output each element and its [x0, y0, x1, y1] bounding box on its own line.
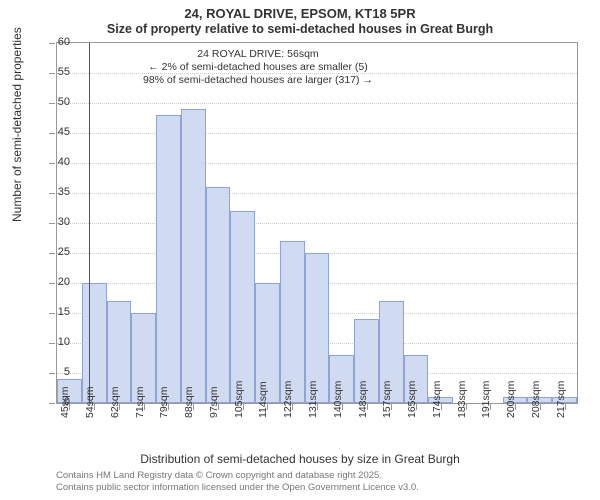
footer-attribution: Contains HM Land Registry data © Crown c… — [56, 470, 419, 494]
y-tick-label: 5 — [48, 366, 70, 378]
y-tick-label: 25 — [48, 246, 70, 258]
y-tick-label: 40 — [48, 156, 70, 168]
x-axis-title: Distribution of semi-detached houses by … — [0, 452, 600, 466]
y-tick-label: 60 — [48, 36, 70, 48]
y-tick-label: 30 — [48, 216, 70, 228]
grid-line — [57, 223, 577, 224]
histogram-bar — [280, 241, 305, 403]
chart-container: 24, ROYAL DRIVE, EPSOM, KT18 5PR Size of… — [0, 0, 600, 500]
histogram-bar — [156, 115, 181, 403]
histogram-bar — [206, 187, 231, 403]
y-tick-label: 50 — [48, 96, 70, 108]
histogram-bar — [181, 109, 206, 403]
chart-title-sub: Size of property relative to semi-detach… — [0, 21, 600, 36]
grid-line — [57, 133, 577, 134]
plot-area: 24 ROYAL DRIVE: 56sqm ← 2% of semi-detac… — [56, 42, 578, 404]
y-tick-label: 35 — [48, 186, 70, 198]
annotation-line-3: 98% of semi-detached houses are larger (… — [143, 74, 373, 87]
grid-line — [57, 73, 577, 74]
grid-line — [57, 193, 577, 194]
reference-line — [89, 43, 90, 403]
grid-line — [57, 163, 577, 164]
chart-title-main: 24, ROYAL DRIVE, EPSOM, KT18 5PR — [0, 0, 600, 21]
y-tick-label: 20 — [48, 276, 70, 288]
grid-line — [57, 103, 577, 104]
footer-line-2: Contains public sector information licen… — [56, 482, 419, 494]
histogram-bar — [82, 283, 107, 403]
y-tick-label: 15 — [48, 306, 70, 318]
y-tick-label: 10 — [48, 336, 70, 348]
y-axis-title: Number of semi-detached properties — [10, 27, 24, 222]
footer-line-1: Contains HM Land Registry data © Crown c… — [56, 470, 419, 482]
histogram-bar — [230, 211, 255, 403]
y-tick-label: 55 — [48, 66, 70, 78]
annotation-box: 24 ROYAL DRIVE: 56sqm ← 2% of semi-detac… — [143, 48, 373, 87]
annotation-line-1: 24 ROYAL DRIVE: 56sqm — [143, 48, 373, 61]
y-tick-label: 45 — [48, 126, 70, 138]
